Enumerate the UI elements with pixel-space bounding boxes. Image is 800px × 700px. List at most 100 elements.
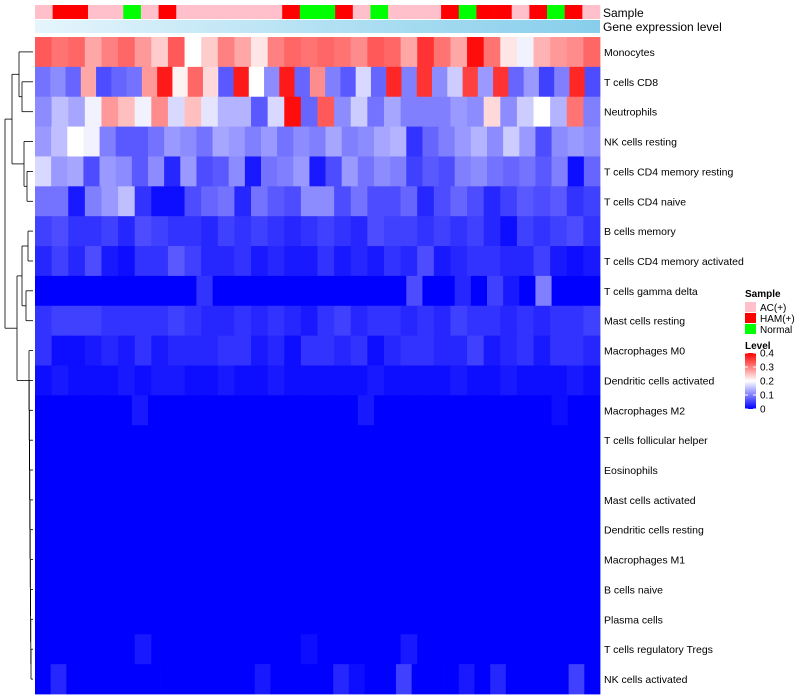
heatmap-cell [35, 66, 51, 98]
heatmap-cell [111, 66, 128, 98]
heatmap-cell [115, 156, 133, 187]
heatmap-cell [251, 544, 269, 575]
heatmap-cell [151, 96, 169, 127]
heatmap-cell [167, 186, 185, 217]
heatmap-cell [277, 275, 294, 307]
heatmap-cell [383, 305, 401, 337]
heatmap-cell [500, 574, 518, 605]
heatmap-cell [35, 275, 52, 307]
heatmap-cell [167, 37, 185, 68]
heatmap-cell [535, 395, 552, 426]
sample-cell [264, 5, 283, 19]
heatmap-cell [309, 275, 326, 307]
heatmap-cell [467, 96, 485, 127]
heatmap-cell [244, 395, 262, 426]
heatmap-cell [533, 335, 551, 366]
heatmap-cell [383, 484, 401, 516]
sample-cell [511, 5, 530, 19]
heatmap-cell [438, 126, 456, 157]
heatmap-cell [583, 634, 601, 665]
heatmap-cell [217, 186, 235, 217]
heatmap-cell [223, 664, 240, 695]
heatmap-cell [134, 216, 152, 247]
heatmap-cell [519, 156, 536, 187]
heatmap-cell [317, 96, 335, 127]
heatmap-cell [35, 395, 52, 426]
heatmap-cell [84, 425, 102, 456]
heatmap-cell [438, 156, 456, 187]
heatmap-cell [101, 484, 119, 516]
heatmap-cell [477, 66, 494, 98]
row-label: T cells CD4 memory activated [604, 256, 744, 268]
heatmap-cell [300, 574, 318, 605]
heatmap-cell [201, 604, 219, 635]
heatmap-cell [470, 275, 488, 307]
sample-annotation-track [35, 5, 601, 19]
heatmap-cell [417, 246, 435, 277]
heatmap-cell [334, 574, 352, 605]
heatmap-cell [500, 514, 518, 546]
heatmap-cell [35, 305, 53, 337]
heatmap-cell [566, 574, 584, 605]
heatmap-cell [251, 634, 269, 665]
heatmap-cell [101, 425, 119, 456]
heatmap-cell [487, 126, 504, 157]
heatmap-cell [101, 37, 119, 68]
heatmap-cell [566, 455, 584, 486]
heatmap-cell [383, 425, 401, 456]
heatmap-cell [284, 365, 302, 396]
heatmap-cell [583, 425, 601, 456]
level-legend: Level 0.4 0.3 0.2 0.1 0 [745, 341, 774, 416]
heatmap-cell [483, 96, 501, 127]
heatmap-cell [101, 574, 119, 605]
heatmap-cell [450, 96, 468, 127]
heatmap-cell [184, 455, 202, 486]
heatmap-cell [68, 514, 86, 546]
row-label: Plasma cells [604, 614, 663, 626]
heatmap-cell [533, 514, 551, 546]
heatmap-cell [317, 574, 335, 605]
sample-cell [140, 5, 159, 19]
heatmap-cell [433, 365, 451, 396]
heatmap-cell [516, 37, 534, 68]
heatmap-cell [383, 514, 401, 546]
sample-cell [35, 5, 53, 19]
heatmap-cell [417, 37, 435, 68]
heatmap-cell [83, 126, 100, 157]
heatmap-cell [417, 574, 435, 605]
heatmap-cell [500, 37, 518, 68]
heatmap-cell [533, 96, 551, 127]
heatmap-cell [184, 335, 202, 366]
heatmap-cell [433, 455, 451, 486]
heatmap-cell [251, 484, 269, 516]
heatmap-cell [167, 455, 185, 486]
heatmap-cell [309, 395, 326, 426]
heatmap-cell [267, 37, 285, 68]
heatmap-cell [417, 604, 435, 635]
heatmap-cell [184, 544, 202, 575]
heatmap-cell [284, 634, 302, 665]
heatmap-cell [99, 395, 117, 426]
heatmap-cell [212, 156, 230, 187]
heatmap-cell [334, 365, 352, 396]
heatmap-cell [228, 395, 246, 426]
heatmap-cell [317, 37, 335, 68]
heatmap-cell [550, 544, 568, 575]
heatmap-cell [239, 664, 256, 695]
heatmap-cell [533, 425, 551, 456]
heatmap-cell [433, 574, 451, 605]
heatmap-cell [566, 305, 584, 337]
heatmap-cell [483, 305, 501, 337]
heatmap-cell [217, 574, 235, 605]
heatmap-cell [217, 544, 235, 575]
sample-cell [370, 5, 389, 19]
heatmap-cell [317, 186, 335, 217]
heatmap-cell [118, 305, 136, 337]
heatmap-cell [234, 634, 252, 665]
heatmap-cell [493, 66, 509, 98]
sample-cell [105, 5, 124, 19]
heatmap-cell [101, 305, 119, 337]
heatmap-cell [438, 395, 456, 426]
heatmap-cell [516, 544, 534, 575]
sample-cell [193, 5, 212, 19]
